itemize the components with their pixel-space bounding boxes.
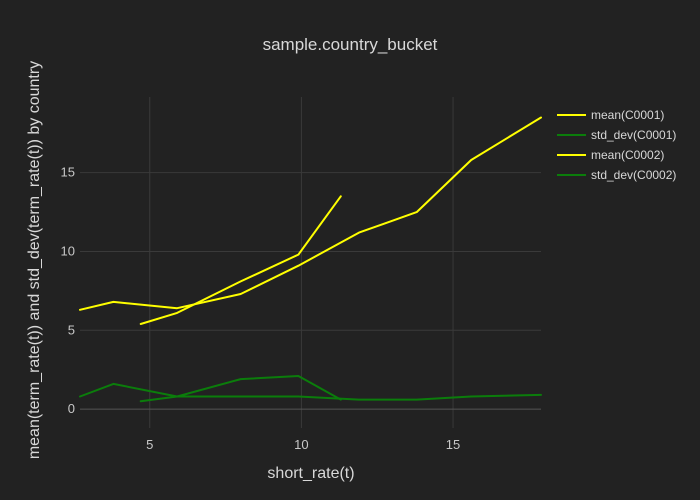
x-axis-title: short_rate(t) [267,465,354,482]
legend-label: std_dev(C0001) [591,128,676,142]
series-lines [79,116,542,403]
legend-label: std_dev(C0002) [591,168,676,182]
series-line-mean-c0002 [79,116,542,311]
series-line-std-dev-c0001 [139,375,342,403]
legend-item[interactable]: std_dev(C0002) [557,168,676,182]
grid [80,97,541,428]
y-tick-label: 5 [68,322,75,337]
y-tick-label: 0 [68,401,75,416]
legend-label: mean(C0002) [591,148,664,162]
series-line-std-dev-c0002 [79,382,542,401]
x-tick-label: 5 [146,437,153,452]
series-line-mean-c0001 [139,195,342,325]
legend-label: mean(C0001) [591,108,664,122]
legend-item[interactable]: mean(C0002) [557,148,664,162]
chart-title: sample.country_bucket [263,35,438,54]
legend-item[interactable]: std_dev(C0001) [557,128,676,142]
x-tick-label: 10 [294,437,308,452]
y-tick-label: 10 [61,243,75,258]
y-axis-ticks: 0 5 10 15 [61,165,75,416]
x-tick-label: 15 [446,437,460,452]
y-tick-label: 15 [61,165,75,180]
legend-item[interactable]: mean(C0001) [557,108,664,122]
y-axis-title: mean(term_rate(t)) and std_dev(term_rate… [26,61,43,459]
legend: mean(C0001) std_dev(C0001) mean(C0002) std_… [557,108,676,182]
x-axis-ticks: 5 10 15 [146,437,460,452]
